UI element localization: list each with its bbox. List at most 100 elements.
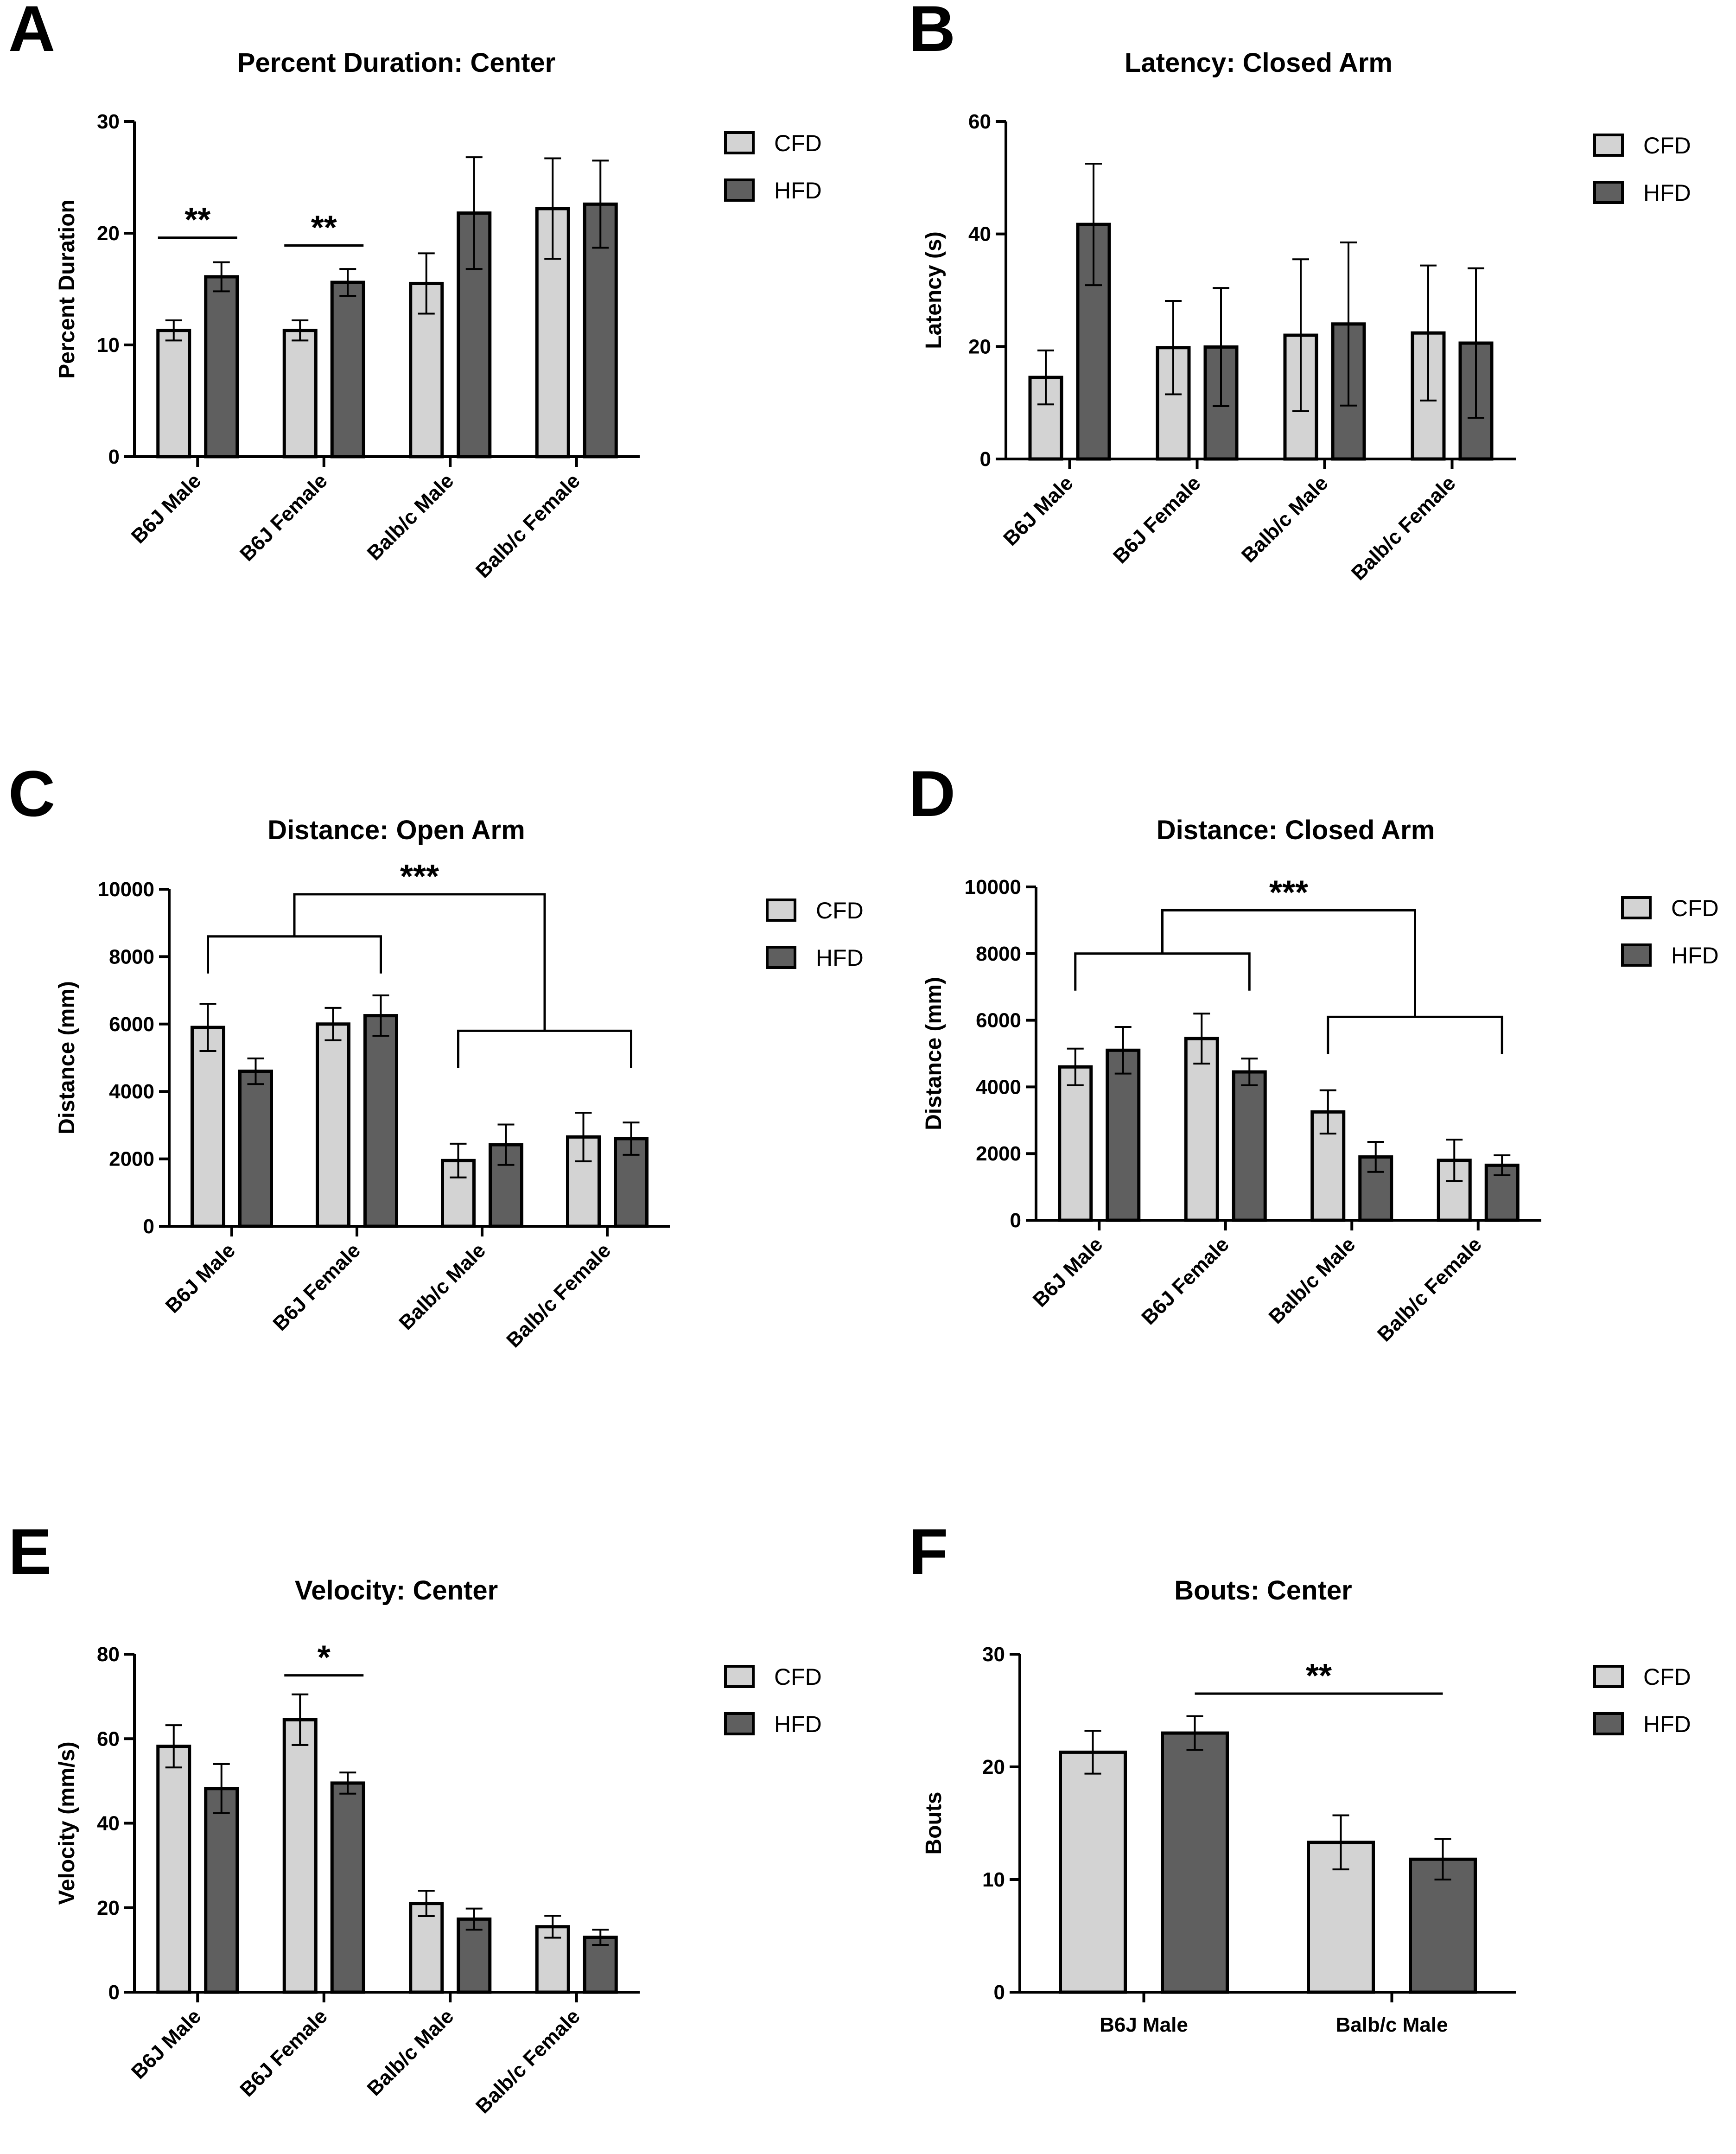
significance-label: *** — [1269, 874, 1308, 911]
y-tick-label: 6000 — [109, 1013, 154, 1036]
legend-label-cfd: CFD — [1643, 133, 1691, 159]
x-tick-label: B6J Female — [268, 1239, 365, 1335]
y-axis-label: Percent Duration — [55, 199, 79, 379]
bar-hfd — [1232, 1070, 1267, 1222]
y-tick-label: 20 — [968, 335, 991, 358]
bracket — [1327, 1015, 1503, 1054]
panel-letter: F — [909, 1515, 948, 1588]
legend-swatch-hfd — [1621, 943, 1652, 967]
chart-title: Distance: Closed Arm — [1157, 815, 1435, 845]
x-tick-label: Balb/c Male — [362, 2005, 458, 2100]
bracket — [1074, 952, 1251, 991]
y-tick-label: 0 — [108, 1981, 120, 2004]
y-tick-label: 0 — [108, 446, 120, 468]
y-axis-label: Distance (mm) — [55, 981, 79, 1134]
x-tick-label: Balb/c Male — [1237, 472, 1333, 567]
x-tick-label: Balb/c Female — [1347, 472, 1460, 585]
chart-title: Bouts: Center — [1174, 1575, 1352, 1606]
panel-letter: E — [8, 1515, 51, 1588]
x-tick-label: B6J Female — [235, 2005, 332, 2101]
bracket-top — [1161, 909, 1416, 1017]
bar-hfd — [330, 280, 365, 459]
y-tick-label: 60 — [97, 1727, 120, 1750]
legend-swatch-hfd — [1593, 181, 1624, 204]
legend-swatch-hfd — [766, 946, 796, 969]
legend-swatch-cfd — [1593, 134, 1624, 157]
legend-swatch-cfd — [724, 1665, 755, 1688]
legend-swatch-hfd — [724, 1712, 755, 1735]
bar-cfd — [1184, 1037, 1219, 1222]
y-tick-label: 10000 — [98, 878, 154, 901]
bar-cfd — [316, 1022, 350, 1228]
bar-hfd — [204, 1787, 239, 1994]
bar-hfd — [1106, 1048, 1141, 1222]
y-tick-label: 8000 — [976, 943, 1021, 965]
y-tick-label: 0 — [980, 448, 991, 471]
chart-title: Latency: Closed Arm — [1125, 48, 1393, 78]
panel-f: F Bouts: Center 0 10 20 30 Bouts B6J Male Balb/c… — [909, 1515, 1691, 2036]
y-tick-label: 20 — [982, 1756, 1005, 1778]
bar-hfd — [330, 1781, 365, 1994]
y-tick-label: 30 — [97, 110, 120, 133]
y-tick-label: 8000 — [109, 945, 154, 968]
panel-d: D Distance: Closed Arm 0 2000 4000 6000 8000 10… — [909, 757, 1719, 1346]
bar-cfd — [1059, 1750, 1127, 1994]
bar-cfd — [409, 281, 444, 459]
panel-c: C Distance: Open Arm 0 2000 4000 6000 8000 1000… — [8, 757, 864, 1352]
legend-label-cfd: CFD — [1643, 1664, 1691, 1690]
significance-label: *** — [400, 858, 439, 895]
legend-label-cfd: CFD — [774, 1664, 822, 1690]
y-tick-label: 4000 — [976, 1076, 1021, 1098]
x-tick-label: Balb/c Male — [362, 469, 458, 565]
y-tick-label: 4000 — [109, 1080, 154, 1103]
x-tick-label: B6J Male — [127, 469, 206, 548]
y-tick-label: 30 — [982, 1643, 1005, 1666]
legend-swatch-cfd — [1621, 896, 1652, 919]
bar-cfd — [282, 329, 318, 459]
y-axis-label: Bouts — [922, 1792, 946, 1855]
significance-label: ** — [1306, 1657, 1332, 1695]
x-tick-label: Balb/c Female — [471, 469, 585, 582]
y-tick-label: 10000 — [965, 876, 1021, 899]
panel-letter: D — [909, 757, 955, 830]
y-tick-label: 10 — [97, 334, 120, 357]
legend-swatch-hfd — [724, 178, 755, 202]
legend-label-hfd: HFD — [774, 178, 822, 204]
bar-hfd — [1161, 1731, 1229, 1994]
y-tick-label: 20 — [97, 222, 120, 245]
x-tick-label: B6J Male — [127, 2005, 206, 2084]
x-tick-label: B6J Male — [161, 1239, 240, 1318]
legend-swatch-cfd — [1593, 1665, 1624, 1688]
bracket — [457, 1029, 632, 1068]
legend-swatch-cfd — [724, 131, 755, 154]
x-tick-label: B6J Female — [1137, 1233, 1234, 1329]
bar-cfd — [191, 1026, 225, 1228]
y-tick-label: 0 — [1010, 1209, 1021, 1232]
y-tick-label: 40 — [968, 223, 991, 246]
x-tick-label: B6J Male — [999, 472, 1078, 550]
panel-b: B Latency: Closed Arm 0 20 40 60 Latency (s) B6… — [909, 0, 1691, 585]
panels: A Percent Duration: Center 0 10 20 30 Percent … — [8, 0, 1719, 2118]
legend-label-hfd: HFD — [1643, 180, 1691, 206]
y-tick-label: 2000 — [976, 1142, 1021, 1165]
y-axis-label: Velocity (mm/s) — [55, 1741, 79, 1905]
x-tick-label: Balb/c Male — [394, 1239, 490, 1334]
y-tick-label: 80 — [97, 1643, 120, 1666]
y-axis-label: Latency (s) — [922, 231, 946, 349]
bracket-top — [293, 893, 546, 1031]
y-axis-label: Distance (mm) — [922, 977, 946, 1130]
panel-letter: C — [8, 757, 55, 830]
bar-hfd — [1409, 1857, 1477, 1994]
bar-cfd — [1058, 1065, 1093, 1222]
chart-title: Distance: Open Arm — [267, 815, 525, 845]
panel-e: E Velocity: Center 0 20 40 60 80 Velocity (mm/s… — [8, 1515, 822, 2118]
legend-label-cfd: CFD — [816, 898, 864, 924]
y-tick-label: 60 — [968, 110, 991, 133]
x-tick-label: B6J Male — [1029, 1233, 1107, 1312]
bar-hfd — [238, 1070, 273, 1228]
x-tick-label: Balb/c Female — [502, 1239, 615, 1352]
x-tick-label: Balb/c Male — [1264, 1233, 1360, 1328]
y-tick-label: 40 — [97, 1812, 120, 1835]
bar-hfd — [1076, 223, 1111, 461]
